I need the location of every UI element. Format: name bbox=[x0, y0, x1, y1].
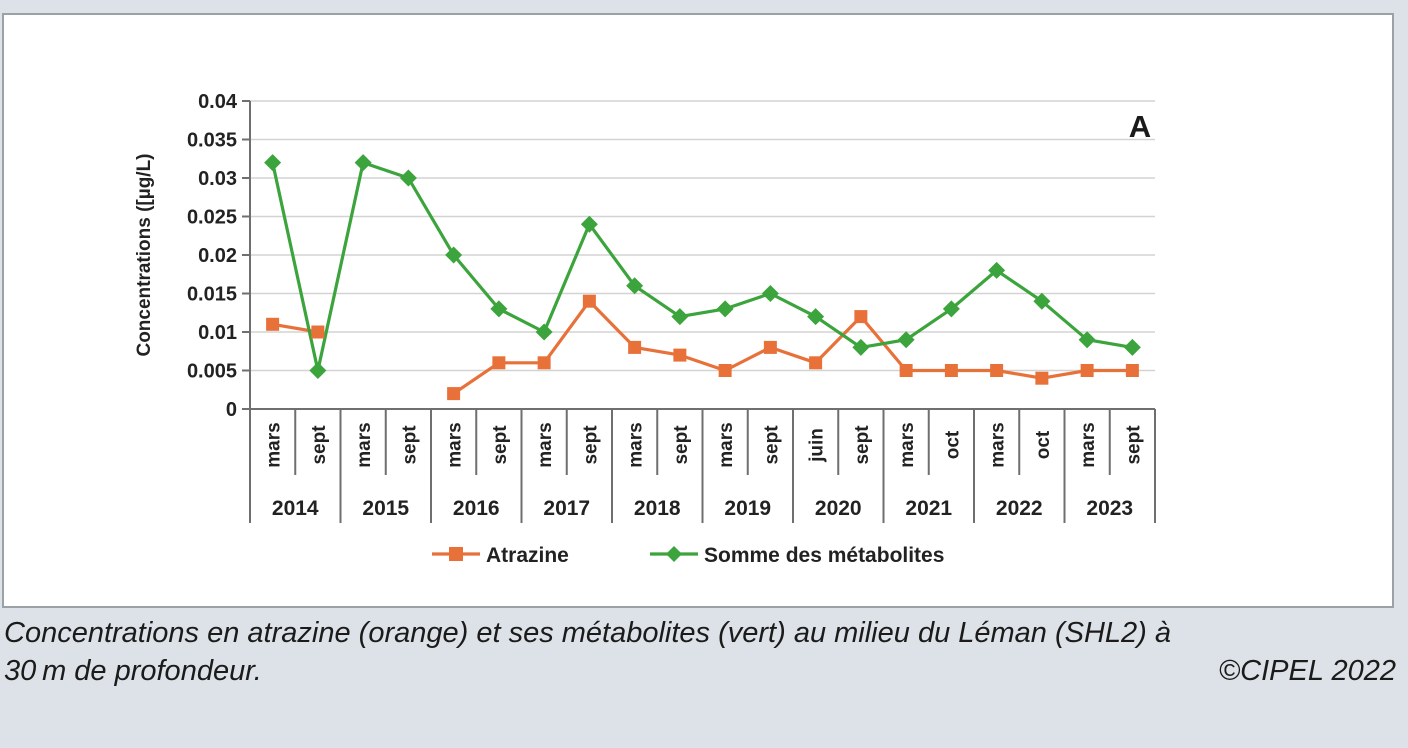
year-label: 2019 bbox=[724, 497, 771, 520]
year-label: 2020 bbox=[815, 497, 862, 520]
year-label: 2021 bbox=[905, 497, 952, 520]
data-point-atrazine bbox=[266, 317, 280, 331]
y-tick-label: 0.03 bbox=[198, 168, 237, 190]
month-label: mars bbox=[716, 422, 737, 467]
data-point-atrazine bbox=[809, 356, 823, 370]
panel-letter: A bbox=[1129, 109, 1151, 144]
data-point-metabolites bbox=[354, 154, 372, 172]
data-point-atrazine bbox=[582, 294, 596, 308]
data-point-metabolites bbox=[1033, 292, 1051, 310]
caption-credit: ©CIPEL 2022 bbox=[1218, 655, 1396, 687]
figure-panel: 0 0.005 0.01 0.015 0.02 0.025 0.03 0.035 0.04 Con… bbox=[2, 13, 1394, 608]
data-point-metabolites bbox=[761, 285, 779, 302]
y-tick-label: 0.04 bbox=[198, 91, 238, 113]
series-line-metabolites bbox=[271, 161, 1134, 373]
month-label: sept bbox=[1123, 425, 1144, 465]
caption-line-1: Concentrations en atrazine (orange) et s… bbox=[4, 617, 1172, 649]
month-label: oct bbox=[1033, 430, 1054, 459]
data-point-metabolites bbox=[988, 261, 1006, 279]
year-label: 2018 bbox=[634, 497, 681, 520]
data-point-atrazine bbox=[763, 340, 777, 354]
y-tick-label: 0.01 bbox=[198, 322, 237, 344]
data-point-atrazine bbox=[1125, 364, 1139, 377]
data-point-atrazine bbox=[673, 348, 687, 362]
year-label: 2016 bbox=[453, 497, 500, 520]
figure-caption: Concentrations en atrazine (orange) et s… bbox=[4, 614, 1396, 690]
data-point-metabolites bbox=[942, 300, 960, 318]
month-label: mars bbox=[988, 422, 1009, 467]
data-point-atrazine bbox=[718, 364, 732, 377]
y-tick-label: 0.02 bbox=[198, 245, 237, 267]
month-label: sept bbox=[309, 425, 330, 465]
legend-marker-square bbox=[449, 547, 463, 561]
data-point-metabolites bbox=[1078, 331, 1096, 349]
data-point-metabolites bbox=[1123, 338, 1141, 356]
data-point-atrazine bbox=[854, 310, 868, 324]
data-point-metabolites bbox=[626, 277, 644, 295]
data-point-atrazine bbox=[899, 364, 913, 377]
series-line-atrazine bbox=[452, 299, 1134, 396]
data-point-metabolites bbox=[399, 169, 417, 187]
month-label: mars bbox=[354, 422, 375, 467]
month-label: sept bbox=[671, 425, 692, 465]
month-label: sept bbox=[761, 425, 782, 465]
y-tick-label: 0.035 bbox=[187, 130, 237, 152]
data-point-atrazine bbox=[628, 340, 642, 354]
month-label: sept bbox=[580, 425, 601, 465]
year-label: 2023 bbox=[1086, 497, 1133, 520]
data-point-atrazine bbox=[447, 387, 461, 401]
data-point-atrazine bbox=[1035, 371, 1049, 385]
data-point-metabolites bbox=[671, 308, 689, 326]
month-label: mars bbox=[1078, 422, 1099, 467]
data-point-metabolites bbox=[897, 331, 915, 349]
month-label: mars bbox=[264, 422, 285, 467]
y-tick-label: 0.005 bbox=[187, 361, 237, 383]
year-label: 2022 bbox=[996, 497, 1043, 520]
month-label: mars bbox=[897, 422, 918, 467]
month-label: mars bbox=[445, 422, 466, 467]
data-point-atrazine bbox=[311, 325, 325, 339]
y-tick-label: 0 bbox=[226, 399, 237, 421]
data-point-metabolites bbox=[716, 300, 734, 318]
data-point-atrazine bbox=[492, 356, 506, 370]
data-point-metabolites bbox=[490, 300, 508, 318]
month-label: mars bbox=[626, 422, 647, 467]
data-point-atrazine bbox=[537, 356, 551, 370]
data-point-metabolites bbox=[264, 154, 282, 172]
y-tick-label: 0.015 bbox=[187, 284, 237, 306]
year-label: 2015 bbox=[362, 497, 409, 520]
legend-marker-diamond bbox=[666, 546, 682, 562]
data-point-metabolites bbox=[852, 338, 870, 356]
month-label: sept bbox=[490, 425, 511, 465]
concentration-line-chart: 0 0.005 0.01 0.015 0.02 0.025 0.03 0.035 0.04 Con… bbox=[134, 91, 1156, 567]
data-point-metabolites bbox=[807, 308, 825, 326]
series-line-atrazine bbox=[271, 322, 320, 334]
y-axis-title: Concentrations ([µg/L) bbox=[134, 153, 155, 356]
data-point-atrazine bbox=[990, 364, 1004, 377]
legend-label: Atrazine bbox=[486, 544, 569, 567]
month-label: sept bbox=[852, 425, 873, 465]
month-label: mars bbox=[535, 422, 556, 467]
year-label: 2014 bbox=[272, 497, 319, 520]
data-point-atrazine bbox=[1080, 364, 1094, 377]
data-point-atrazine bbox=[944, 364, 958, 377]
caption-line-2: 30 m de profondeur. bbox=[4, 655, 262, 687]
data-point-metabolites bbox=[580, 215, 598, 233]
month-label: sept bbox=[399, 425, 420, 465]
y-tick-label: 0.025 bbox=[187, 207, 237, 229]
data-point-metabolites bbox=[445, 246, 463, 264]
legend-label: Somme des métabolites bbox=[704, 544, 944, 567]
month-label: juin bbox=[807, 428, 828, 463]
month-label: oct bbox=[942, 430, 963, 459]
data-point-metabolites bbox=[535, 323, 553, 341]
year-label: 2017 bbox=[543, 497, 590, 520]
data-point-metabolites bbox=[309, 362, 327, 379]
